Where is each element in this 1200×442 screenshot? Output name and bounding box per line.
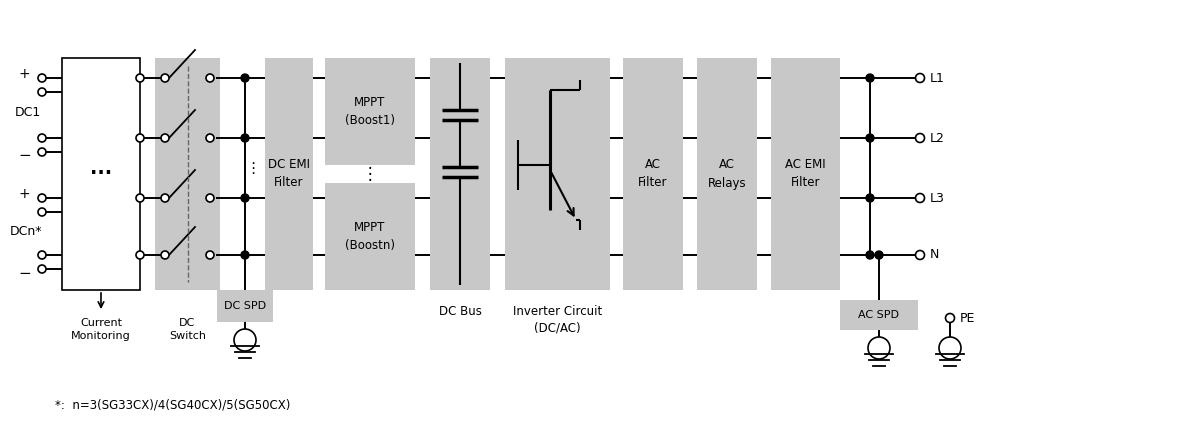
Text: N: N [930, 248, 940, 262]
Circle shape [241, 74, 250, 82]
Circle shape [38, 88, 46, 96]
Text: DC Bus: DC Bus [438, 305, 481, 318]
Circle shape [161, 194, 169, 202]
Text: Current
Monitoring: Current Monitoring [71, 318, 131, 341]
Text: Inverter Circuit
(DC/AC): Inverter Circuit (DC/AC) [512, 305, 602, 335]
Circle shape [161, 134, 169, 142]
Circle shape [206, 134, 214, 142]
Circle shape [875, 251, 883, 259]
Circle shape [916, 73, 924, 83]
Text: *:  n=3(SG33CX)/4(SG40CX)/5(SG50CX): *: n=3(SG33CX)/4(SG40CX)/5(SG50CX) [55, 399, 290, 412]
Circle shape [868, 337, 890, 359]
Text: MPPT
(Boostn): MPPT (Boostn) [346, 221, 395, 252]
Circle shape [38, 251, 46, 259]
Bar [62, 58, 140, 290]
Circle shape [206, 251, 214, 259]
Text: ···: ··· [90, 164, 112, 183]
Circle shape [38, 265, 46, 273]
Circle shape [940, 337, 961, 359]
Bar [430, 58, 490, 290]
Circle shape [866, 134, 874, 142]
Text: AC SPD: AC SPD [858, 310, 900, 320]
Circle shape [206, 74, 214, 82]
Circle shape [916, 194, 924, 202]
Text: ⋮: ⋮ [361, 165, 378, 183]
Circle shape [206, 194, 214, 202]
Circle shape [136, 251, 144, 259]
Circle shape [38, 208, 46, 216]
Text: ⋮: ⋮ [245, 160, 260, 175]
Bar [217, 290, 274, 322]
Circle shape [866, 194, 874, 202]
Text: L1: L1 [930, 72, 944, 84]
Text: AC
Relays: AC Relays [708, 159, 746, 190]
Text: AC EMI
Filter: AC EMI Filter [785, 159, 826, 190]
Circle shape [916, 133, 924, 142]
Bar [265, 58, 313, 290]
Circle shape [136, 134, 144, 142]
Circle shape [234, 329, 256, 351]
Text: −: − [18, 266, 31, 281]
Circle shape [946, 313, 954, 323]
Bar [772, 58, 840, 290]
Bar [325, 58, 415, 165]
Text: DC
Switch: DC Switch [169, 318, 206, 341]
Circle shape [866, 251, 874, 259]
Circle shape [866, 74, 874, 82]
Circle shape [241, 251, 250, 259]
Text: L2: L2 [930, 132, 944, 145]
Circle shape [241, 194, 250, 202]
Circle shape [241, 134, 250, 142]
Circle shape [38, 74, 46, 82]
Circle shape [161, 74, 169, 82]
Text: DC1: DC1 [14, 107, 41, 119]
Text: +: + [18, 67, 30, 81]
Bar [505, 58, 610, 290]
Text: +: + [18, 187, 30, 201]
Circle shape [38, 134, 46, 142]
Text: PE: PE [960, 312, 976, 324]
Text: DCn*: DCn* [10, 225, 42, 238]
Circle shape [38, 148, 46, 156]
Circle shape [916, 251, 924, 259]
Text: −: − [18, 149, 31, 164]
Bar [325, 183, 415, 290]
Text: DC EMI
Filter: DC EMI Filter [268, 159, 310, 190]
Text: L3: L3 [930, 191, 944, 205]
Bar [623, 58, 683, 290]
Circle shape [161, 251, 169, 259]
Bar [697, 58, 757, 290]
Bar [840, 300, 918, 330]
Circle shape [136, 194, 144, 202]
Circle shape [38, 194, 46, 202]
Text: DC SPD: DC SPD [224, 301, 266, 311]
Text: AC
Filter: AC Filter [638, 159, 667, 190]
Circle shape [136, 74, 144, 82]
Text: MPPT
(Boost1): MPPT (Boost1) [346, 96, 395, 127]
Bar [155, 58, 220, 290]
